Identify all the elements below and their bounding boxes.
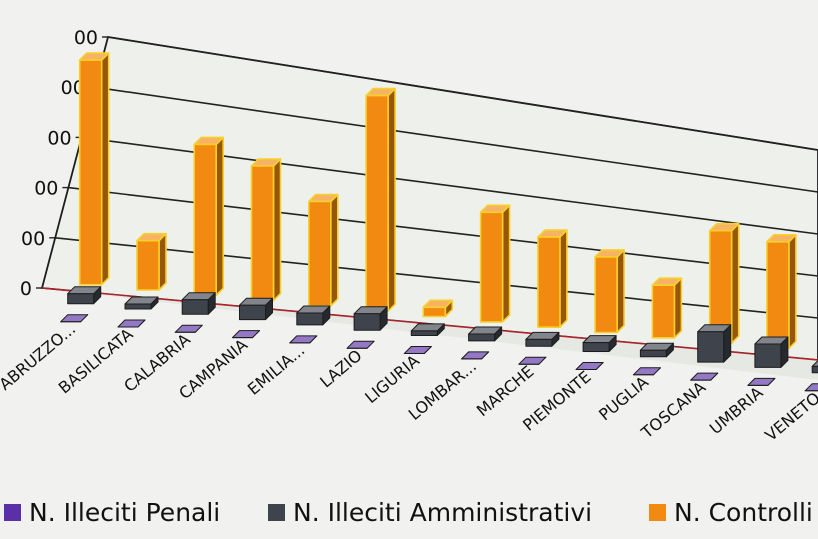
bar-penali-5 bbox=[346, 340, 375, 349]
bar-amministrativi-13 bbox=[811, 359, 818, 374]
bar-controlli-0 bbox=[78, 52, 110, 286]
category-label: VENETO bbox=[761, 388, 818, 445]
bar-amministrativi-3 bbox=[239, 297, 273, 321]
bar-penali-4 bbox=[289, 335, 318, 344]
bar-amministrativi-9 bbox=[582, 335, 617, 352]
category-label: EMILIA... bbox=[244, 340, 308, 398]
y-tick-label: 00 bbox=[47, 127, 71, 149]
bar-penali-2 bbox=[174, 324, 203, 333]
bar-controlli-2 bbox=[193, 136, 224, 297]
legend-swatch-amministrativi bbox=[268, 504, 285, 521]
bar-amministrativi-1 bbox=[124, 296, 159, 310]
bar-penali-8 bbox=[518, 356, 547, 365]
bar-controlli-9 bbox=[594, 249, 625, 334]
bar-controlli-12 bbox=[766, 234, 797, 350]
bar-controlli-3 bbox=[250, 158, 282, 302]
bar-penali-10 bbox=[632, 367, 661, 376]
bar-amministrativi-7 bbox=[468, 326, 503, 342]
bar-penali-1 bbox=[117, 319, 146, 328]
legend-label-controlli: N. Controlli bbox=[674, 498, 813, 527]
bar-controlli-8 bbox=[537, 229, 568, 329]
bar-amministrativi-12 bbox=[754, 336, 789, 368]
y-tick-label: 0 bbox=[20, 278, 32, 300]
legend-item-controlli: N. Controlli bbox=[649, 498, 813, 527]
bar-penali-11 bbox=[690, 372, 719, 381]
bar-penali-9 bbox=[575, 362, 604, 370]
bar-amministrativi-5 bbox=[353, 306, 388, 331]
bar-controlli-5 bbox=[365, 87, 396, 313]
category-label: LAZIO bbox=[316, 346, 365, 392]
bar-amministrativi-2 bbox=[181, 292, 216, 315]
bar-amministrativi-4 bbox=[296, 305, 331, 326]
bar-controlli-10 bbox=[651, 277, 683, 339]
legend-swatch-controlli bbox=[649, 504, 666, 521]
legend-label-penali: N. Illeciti Penali bbox=[29, 498, 221, 527]
bar-penali-3 bbox=[232, 330, 260, 339]
bar-controlli-11 bbox=[708, 222, 740, 344]
category-label: PUGLIA bbox=[595, 372, 652, 424]
gridline bbox=[107, 36, 818, 151]
bar-amministrativi-8 bbox=[525, 331, 560, 347]
gridline bbox=[55, 237, 818, 319]
gridline bbox=[68, 186, 818, 277]
legend-swatch-penali bbox=[4, 504, 21, 521]
gridline bbox=[94, 86, 818, 193]
bar-amministrativi-10 bbox=[639, 342, 674, 358]
category-label: MARCHE bbox=[473, 362, 538, 421]
bar-controlli-4 bbox=[307, 193, 339, 307]
y-tick-label: 00 bbox=[34, 178, 58, 200]
bar-penali-0 bbox=[60, 314, 89, 323]
bar-controlli-7 bbox=[479, 204, 511, 323]
legend-item-amministrativi: N. Illeciti Amministrativi bbox=[268, 498, 592, 527]
bar-amministrativi-6 bbox=[410, 323, 445, 336]
bar-penali-7 bbox=[461, 351, 490, 360]
y-tick-label: 00 bbox=[21, 228, 45, 250]
bar-penali-6 bbox=[403, 346, 432, 354]
chart-legend: N. Illeciti Penali N. Illeciti Amministr… bbox=[0, 498, 818, 538]
legend-label-amministrativi: N. Illeciti Amministrativi bbox=[293, 498, 593, 527]
bar-controlli-6 bbox=[422, 299, 454, 318]
bar-amministrativi-0 bbox=[67, 286, 102, 305]
category-label: UMBRIA bbox=[706, 383, 767, 438]
legend-item-penali: N. Illeciti Penali bbox=[4, 498, 220, 527]
bar-penali-12 bbox=[747, 377, 776, 386]
bar-amministrativi-11 bbox=[697, 324, 732, 363]
category-label: LIGURIA bbox=[361, 351, 423, 407]
y-tick-label: 00 bbox=[61, 77, 85, 99]
y-tick-label: 00 bbox=[74, 27, 98, 49]
bar-penali-13 bbox=[804, 383, 818, 392]
bar-controlli-1 bbox=[136, 232, 167, 291]
